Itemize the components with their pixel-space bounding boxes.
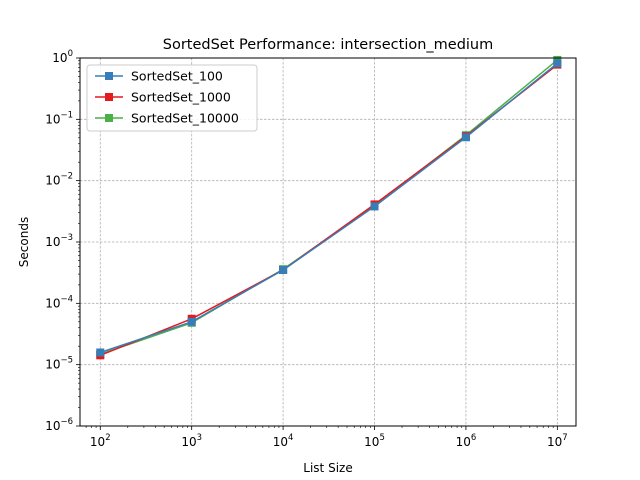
x-axis-title: List Size <box>303 461 352 475</box>
x-tick-label: 103 <box>181 433 202 449</box>
y-tick-label: 10−6 <box>45 417 73 433</box>
data-point <box>96 348 105 357</box>
y-tick-exponent: −1 <box>60 110 73 120</box>
y-tick-base: 10 <box>52 51 67 65</box>
y-tick-base: 10 <box>45 419 60 433</box>
legend-label: SortedSet_10000 <box>131 111 239 126</box>
series-layer <box>96 55 562 360</box>
tick-layer: 102 103 104 105 106 10710010−110−210−310−410−… <box>45 49 568 449</box>
y-tick-exponent: −3 <box>60 233 73 243</box>
y-tick-exponent: −6 <box>60 417 73 427</box>
y-tick-base: 10 <box>45 296 60 310</box>
y-tick-label: 10−5 <box>45 356 73 372</box>
legend-marker <box>105 72 113 80</box>
legend-label: SortedSet_1000 <box>131 90 231 105</box>
legend-marker <box>105 93 113 101</box>
y-tick-base: 10 <box>45 112 60 126</box>
data-point <box>461 133 470 142</box>
y-tick-label: 10−4 <box>45 294 73 310</box>
data-point <box>553 59 562 68</box>
x-tick-exponent: 7 <box>562 433 567 443</box>
legend-box <box>86 64 258 132</box>
data-point <box>187 317 196 326</box>
legend-item: SortedSet_10000 <box>95 111 239 126</box>
legend-marker <box>105 114 113 122</box>
series-line <box>100 62 558 354</box>
data-point <box>279 265 288 274</box>
y-tick-exponent: −2 <box>60 172 73 182</box>
y-tick-label: 10−2 <box>45 172 73 188</box>
x-tick-base: 10 <box>547 435 562 449</box>
y-tick-exponent: −4 <box>60 294 73 304</box>
legend: SortedSet_100 SortedSet_1000 SortedSet_100… <box>86 64 258 132</box>
y-tick-base: 10 <box>45 235 60 249</box>
x-tick-exponent: 6 <box>471 433 476 443</box>
x-tick-label: 107 <box>547 433 568 449</box>
x-tick-label: 105 <box>364 433 385 449</box>
x-tick-label: 104 <box>273 433 294 449</box>
x-tick-base: 10 <box>364 435 379 449</box>
y-tick-base: 10 <box>45 358 60 372</box>
y-tick-label: 10−1 <box>45 110 73 126</box>
x-tick-exponent: 4 <box>288 433 293 443</box>
x-tick-base: 10 <box>456 435 471 449</box>
y-tick-exponent: −5 <box>60 356 73 366</box>
x-tick-base: 10 <box>273 435 288 449</box>
x-tick-label: 102 <box>90 433 111 449</box>
y-tick-label: 10−3 <box>45 233 73 249</box>
x-tick-label: 106 <box>456 433 477 449</box>
legend-item: SortedSet_100 <box>95 69 223 84</box>
y-axis-title: Seconds <box>17 217 31 267</box>
legend-item: SortedSet_1000 <box>95 90 231 105</box>
y-tick-exponent: 0 <box>68 49 73 59</box>
x-tick-exponent: 2 <box>105 433 110 443</box>
series-SortedSet_100 <box>96 59 562 357</box>
chart-title: SortedSet Performance: intersection_medi… <box>163 37 494 53</box>
x-tick-base: 10 <box>181 435 196 449</box>
x-tick-base: 10 <box>90 435 105 449</box>
y-tick-label: 100 <box>52 49 73 65</box>
x-tick-exponent: 3 <box>197 433 202 443</box>
legend-label: SortedSet_100 <box>131 69 223 84</box>
y-tick-base: 10 <box>45 174 60 188</box>
data-point <box>370 202 379 211</box>
x-tick-exponent: 5 <box>379 433 384 443</box>
